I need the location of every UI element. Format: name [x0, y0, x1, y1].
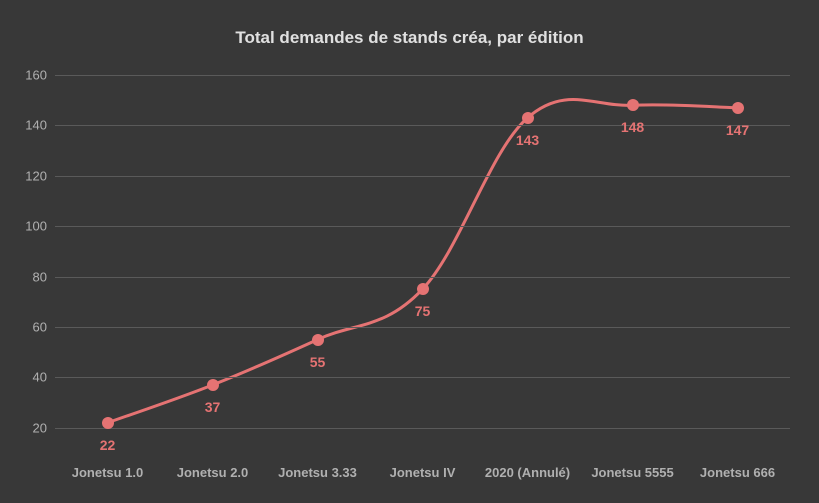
- plot-area: 20406080100120140160Jonetsu 1.0Jonetsu 2…: [55, 75, 790, 453]
- data-point-label: 22: [100, 437, 116, 453]
- data-point-label: 75: [415, 303, 431, 319]
- series-line: [108, 100, 738, 423]
- gridline: [55, 377, 790, 378]
- data-point-label: 147: [726, 122, 749, 138]
- data-point-marker: [207, 379, 219, 391]
- chart-container: Total demandes de stands créa, par éditi…: [0, 0, 819, 503]
- gridline: [55, 226, 790, 227]
- y-tick-label: 140: [25, 118, 55, 133]
- y-tick-label: 100: [25, 219, 55, 234]
- gridline: [55, 327, 790, 328]
- chart-title: Total demandes de stands créa, par éditi…: [0, 28, 819, 48]
- x-tick-label: Jonetsu 666: [700, 453, 775, 480]
- data-point-marker: [417, 283, 429, 295]
- x-tick-label: Jonetsu 1.0: [72, 453, 144, 480]
- gridline: [55, 75, 790, 76]
- data-point-label: 55: [310, 354, 326, 370]
- y-tick-label: 60: [33, 320, 55, 335]
- x-tick-label: Jonetsu IV: [390, 453, 456, 480]
- y-tick-label: 160: [25, 68, 55, 83]
- data-point-marker: [627, 99, 639, 111]
- y-tick-label: 120: [25, 168, 55, 183]
- data-point-label: 143: [516, 132, 539, 148]
- y-tick-label: 20: [33, 420, 55, 435]
- gridline: [55, 428, 790, 429]
- y-tick-label: 40: [33, 370, 55, 385]
- data-point-marker: [102, 417, 114, 429]
- y-tick-label: 80: [33, 269, 55, 284]
- gridline: [55, 176, 790, 177]
- x-tick-label: 2020 (Annulé): [485, 453, 570, 480]
- x-tick-label: Jonetsu 5555: [591, 453, 673, 480]
- data-point-marker: [522, 112, 534, 124]
- line-layer: [55, 75, 790, 453]
- data-point-label: 37: [205, 399, 221, 415]
- x-tick-label: Jonetsu 3.33: [278, 453, 357, 480]
- x-tick-label: Jonetsu 2.0: [177, 453, 249, 480]
- gridline: [55, 277, 790, 278]
- data-point-marker: [732, 102, 744, 114]
- data-point-label: 148: [621, 119, 644, 135]
- gridline: [55, 125, 790, 126]
- data-point-marker: [312, 334, 324, 346]
